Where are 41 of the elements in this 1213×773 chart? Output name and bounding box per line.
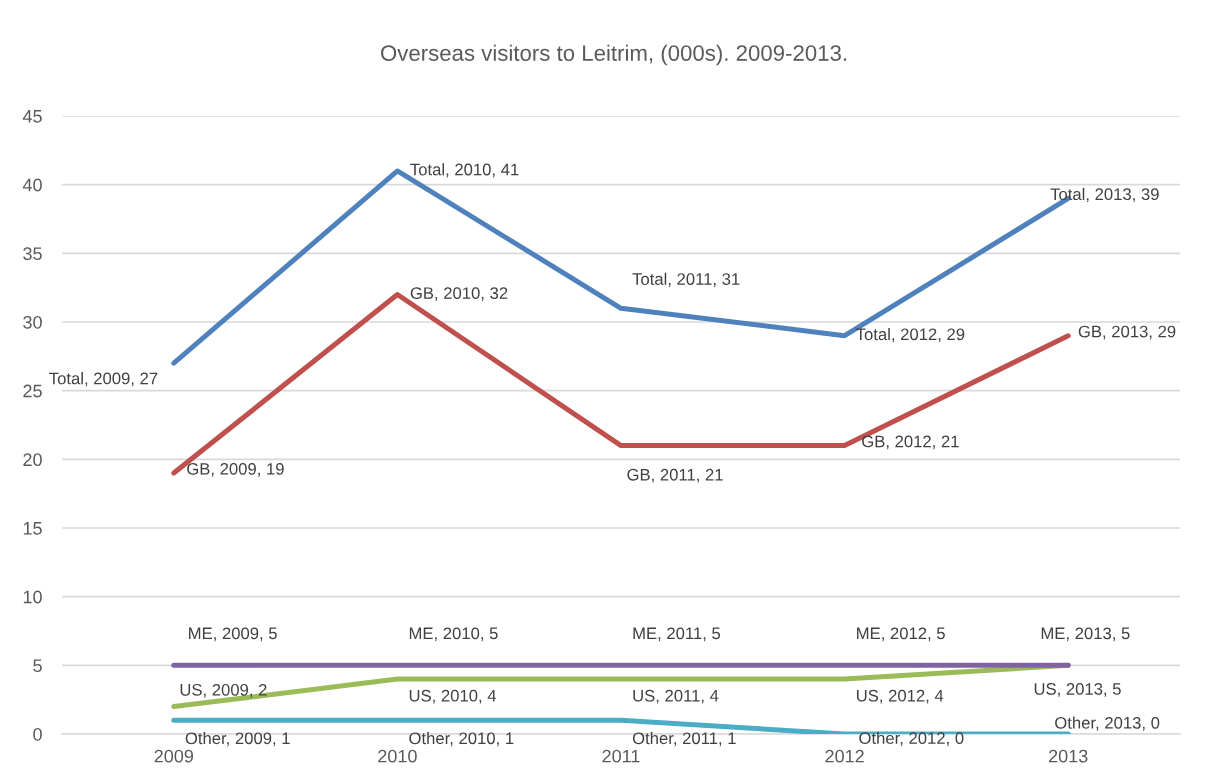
data-label: US, 2013, 5 — [1034, 683, 1121, 697]
data-label: Other, 2009, 1 — [185, 731, 290, 747]
y-tick-label: 15 — [23, 522, 42, 535]
data-label: US, 2010, 4 — [409, 689, 497, 704]
data-label: Total, 2009, 27 — [49, 372, 158, 387]
y-tick-label: 0 — [33, 727, 42, 741]
data-label: GB, 2010, 32 — [410, 287, 508, 301]
data-label: ME, 2011, 5 — [633, 627, 721, 642]
data-label: ME, 2009, 5 — [189, 627, 277, 642]
data-label: ME, 2010, 5 — [409, 627, 498, 642]
data-label: GB, 2011, 21 — [627, 468, 723, 483]
data-label: US, 2012, 4 — [857, 689, 944, 704]
y-tick-label: 35 — [23, 247, 42, 261]
data-label: ME, 2013, 5 — [1041, 627, 1130, 642]
y-tick-label: 30 — [23, 315, 42, 329]
data-label: US, 2011, 4 — [633, 689, 719, 704]
data-label: Total, 2012, 29 — [856, 327, 965, 343]
x-tick-label: 2011 — [602, 749, 640, 763]
data-label: ME, 2012, 5 — [857, 627, 945, 642]
y-tick-label: 40 — [22, 178, 42, 192]
y-tick-label: 45 — [22, 110, 42, 123]
x-tick-label: 2010 — [378, 749, 417, 763]
data-label: US, 2009, 2 — [180, 683, 267, 698]
data-label: GB, 2012, 21 — [862, 435, 959, 450]
y-tick-label: 20 — [23, 453, 42, 467]
y-tick-label: 10 — [23, 590, 42, 604]
data-label: GB, 2009, 19 — [187, 462, 284, 477]
data-label: Other, 2011, 1 — [632, 731, 736, 747]
data-label: Other, 2010, 1 — [409, 731, 514, 747]
x-tick-label: 2009 — [154, 749, 194, 763]
chart-title: Overseas visitors to Leitrim, (000s). 2009-2013. — [381, 44, 847, 66]
data-label: Other, 2012, 0 — [859, 731, 964, 746]
y-tick-label: 25 — [23, 384, 42, 398]
data-label: Total, 2013, 39 — [1050, 187, 1159, 203]
data-label: GB, 2013, 29 — [1078, 325, 1176, 340]
y-tick-label: 5 — [33, 659, 42, 673]
x-tick-label: 2013 — [1049, 749, 1088, 763]
data-label: Total, 2011, 31 — [632, 272, 740, 287]
data-label: Other, 2013, 0 — [1055, 716, 1160, 731]
data-label: Total, 2010, 41 — [410, 163, 519, 178]
x-tick-label: 2012 — [825, 749, 864, 763]
